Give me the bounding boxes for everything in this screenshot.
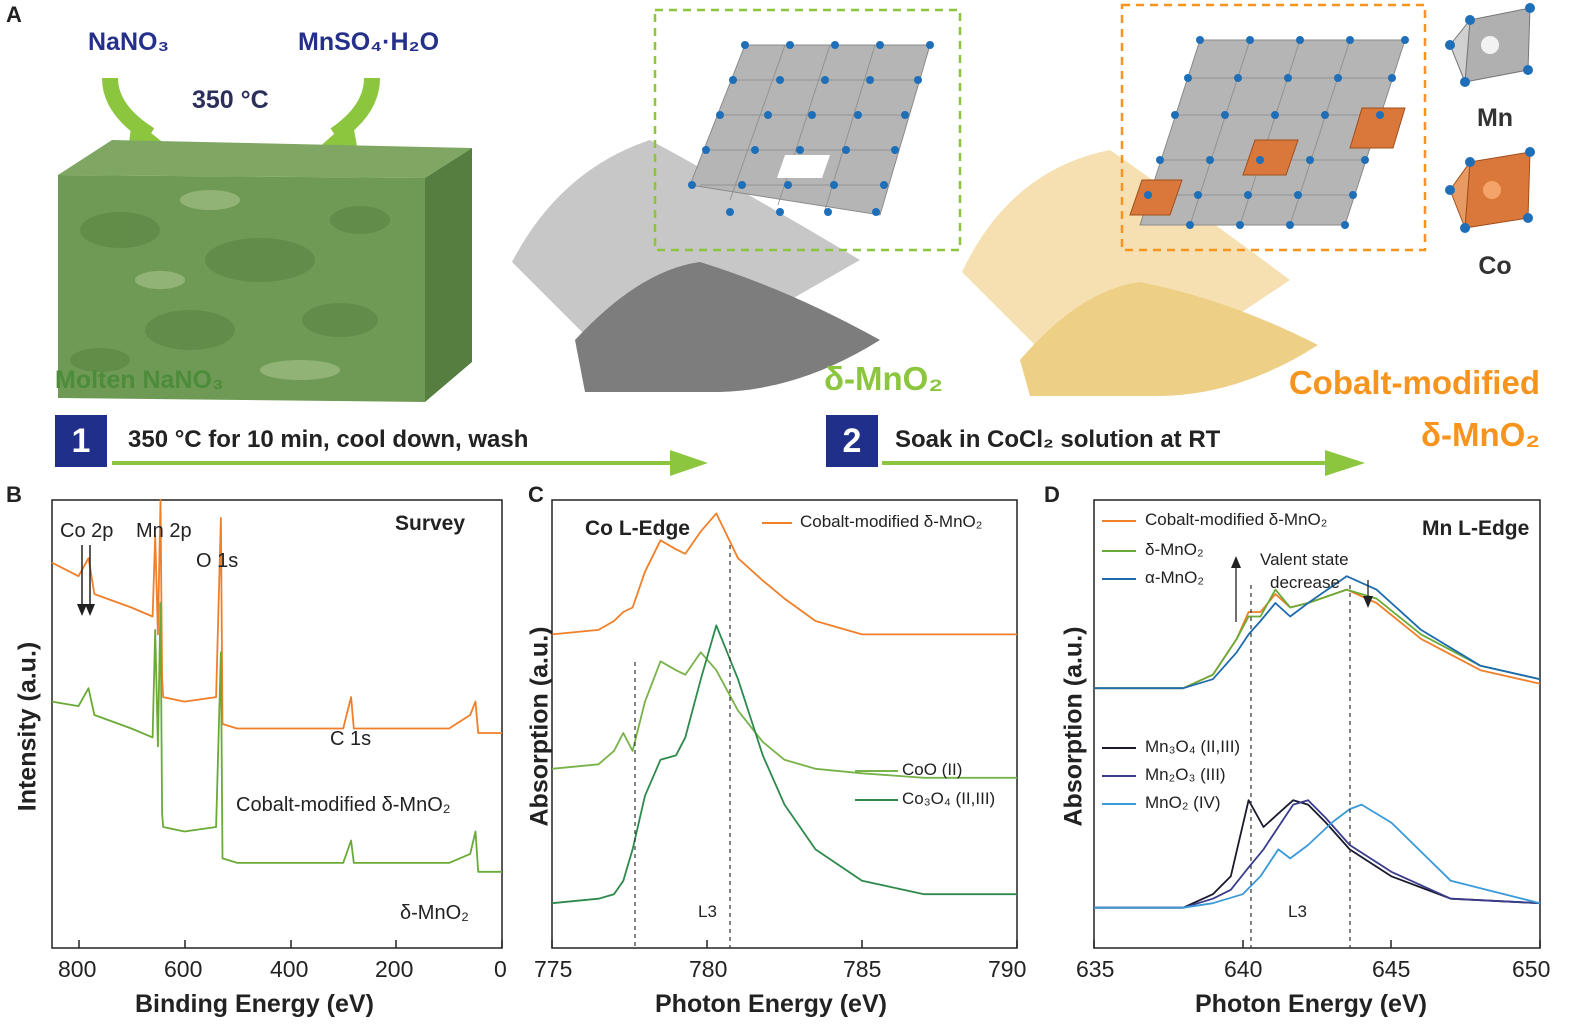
atom-label-co: Co (1478, 252, 1512, 280)
panel-letter-a: A (6, 2, 22, 27)
series-line-d-3 (1094, 799, 1541, 909)
chart-c-series (551, 512, 1017, 905)
series-line-d-5 (1094, 803, 1541, 909)
mn-octahedron-icon (1445, 3, 1535, 87)
peak-label-o1s: O 1s (196, 550, 239, 572)
xlabel-c: Photon Energy (eV) (655, 990, 887, 1018)
series-label-cobalt-b: Cobalt-modified δ-MnO₂ (236, 794, 451, 816)
series-label-delta-b: δ-MnO₂ (400, 902, 469, 924)
step1-text: 350 °C for 10 min, cool down, wash (128, 426, 529, 453)
peak-label-c1s: C 1s (330, 728, 372, 750)
atom-label-mn: Mn (1476, 104, 1514, 132)
molten-block-top (58, 140, 472, 178)
xlabel-b: Binding Energy (eV) (135, 990, 374, 1018)
step1-arrow-head (670, 450, 708, 476)
tick-label-b: 400 (270, 956, 309, 982)
series-line-c-0 (551, 512, 1017, 636)
valent-label-line1: Valent state (1260, 550, 1349, 569)
mn-ledge-label: Mn L-Edge (1422, 517, 1530, 540)
panel-letter-c: C (528, 482, 544, 507)
valent-label-line2: decrease (1270, 573, 1340, 592)
panel-letter-d: D (1044, 482, 1060, 507)
ylabel-c: Absorption (a.u.) (525, 626, 554, 827)
molten-block-side (425, 148, 472, 402)
tick-label-d: 650 (1512, 956, 1551, 982)
legend-label-cobalt-c: Cobalt-modified δ-MnO₂ (800, 512, 983, 531)
plot-frame-d (1093, 499, 1541, 949)
oxygen-atoms (688, 41, 934, 216)
mno2-structure-box (653, 8, 962, 252)
step2-text: Soak in CoCl₂ solution at RT (895, 426, 1221, 453)
ylabel-d: Absorption (a.u.) (1059, 626, 1088, 827)
legend-label-mno2: MnO₂ (IV) (1145, 793, 1221, 812)
chart-b-series (51, 499, 502, 873)
tick-label-c: 785 (843, 956, 882, 982)
tick-label-c: 780 (689, 956, 728, 982)
tick-label-b: 0 (494, 956, 507, 982)
cobalt-modified-label-line2: δ-MnO₂ (1421, 416, 1540, 453)
co-mno2-structure-box (1120, 3, 1427, 252)
mno2-vacancy (777, 155, 830, 178)
curved-arrow-right-head (316, 118, 358, 152)
series-line-c-1 (551, 651, 1017, 779)
l3-label-d: L3 (1288, 902, 1307, 921)
peak-label-mn2p: Mn 2p (136, 520, 192, 542)
legend-label-delta-d: δ-MnO₂ (1145, 540, 1204, 559)
tick-label-b: 200 (375, 956, 414, 982)
grey-nanosheet-front (575, 262, 880, 392)
legend-label-cobalt-d: Cobalt-modified δ-MnO₂ (1145, 510, 1328, 529)
step2-arrow-head (1325, 450, 1365, 476)
xlabel-d: Photon Energy (eV) (1195, 990, 1427, 1018)
step1-badge: 1 (55, 415, 107, 467)
step2-badge: 2 (826, 415, 878, 467)
cobalt-modified-label-line1: Cobalt-modified (1288, 364, 1540, 401)
series-line-d-2 (1094, 575, 1541, 690)
series-line-d-1 (1094, 588, 1541, 690)
tick-label-b: 600 (164, 956, 203, 982)
tick-label-c: 790 (988, 956, 1027, 982)
legend-label-coo: CoO (II) (902, 760, 963, 779)
chart-d-series (1094, 575, 1541, 909)
plot-frame-c (551, 499, 1018, 949)
tick-label-d: 635 (1076, 956, 1115, 982)
series-line-c-2 (551, 624, 1017, 905)
plot-frame-b (51, 499, 503, 949)
co-ledge-label: Co L-Edge (585, 517, 690, 540)
legend-label-co3o4: Co₃O₄ (II,III) (902, 789, 996, 808)
peak-label-co2p: Co 2p (60, 520, 114, 542)
legend-label-mn2o3: Mn₂O₃ (III) (1145, 765, 1226, 784)
tick-label-d: 640 (1224, 956, 1263, 982)
molten-block-texture (70, 206, 390, 372)
molten-nano3-label: Molten NaNO₃ (55, 366, 224, 394)
series-line-b-0 (51, 499, 502, 734)
panel-letter-b: B (6, 482, 22, 507)
l3-label-c: L3 (698, 902, 717, 921)
temperature-label: 350 °C (192, 86, 269, 114)
legend-label-mn3o4: Mn₃O₄ (II,III) (1145, 737, 1241, 756)
co-octahedron-icon (1445, 147, 1535, 233)
tick-label-b: 800 (58, 956, 97, 982)
tick-marks (78, 940, 1541, 948)
reagent-mnso4-label: MnSO₄·H₂O (298, 28, 440, 56)
tick-label-c: 775 (534, 956, 573, 982)
orange-nanosheet-front (1020, 282, 1318, 396)
tick-label-d: 645 (1372, 956, 1411, 982)
series-line-d-4 (1094, 799, 1541, 909)
series-line-b-1 (51, 602, 502, 873)
ylabel-b: Intensity (a.u.) (13, 641, 42, 812)
survey-label: Survey (395, 512, 466, 535)
delta-mno2-label: δ-MnO₂ (824, 360, 943, 397)
cobalt-octahedra (1129, 107, 1406, 216)
reagent-nano3-label: NaNO₃ (88, 28, 170, 56)
series-line-d-0 (1094, 588, 1541, 690)
legend-label-alpha-d: α-MnO₂ (1145, 568, 1204, 587)
